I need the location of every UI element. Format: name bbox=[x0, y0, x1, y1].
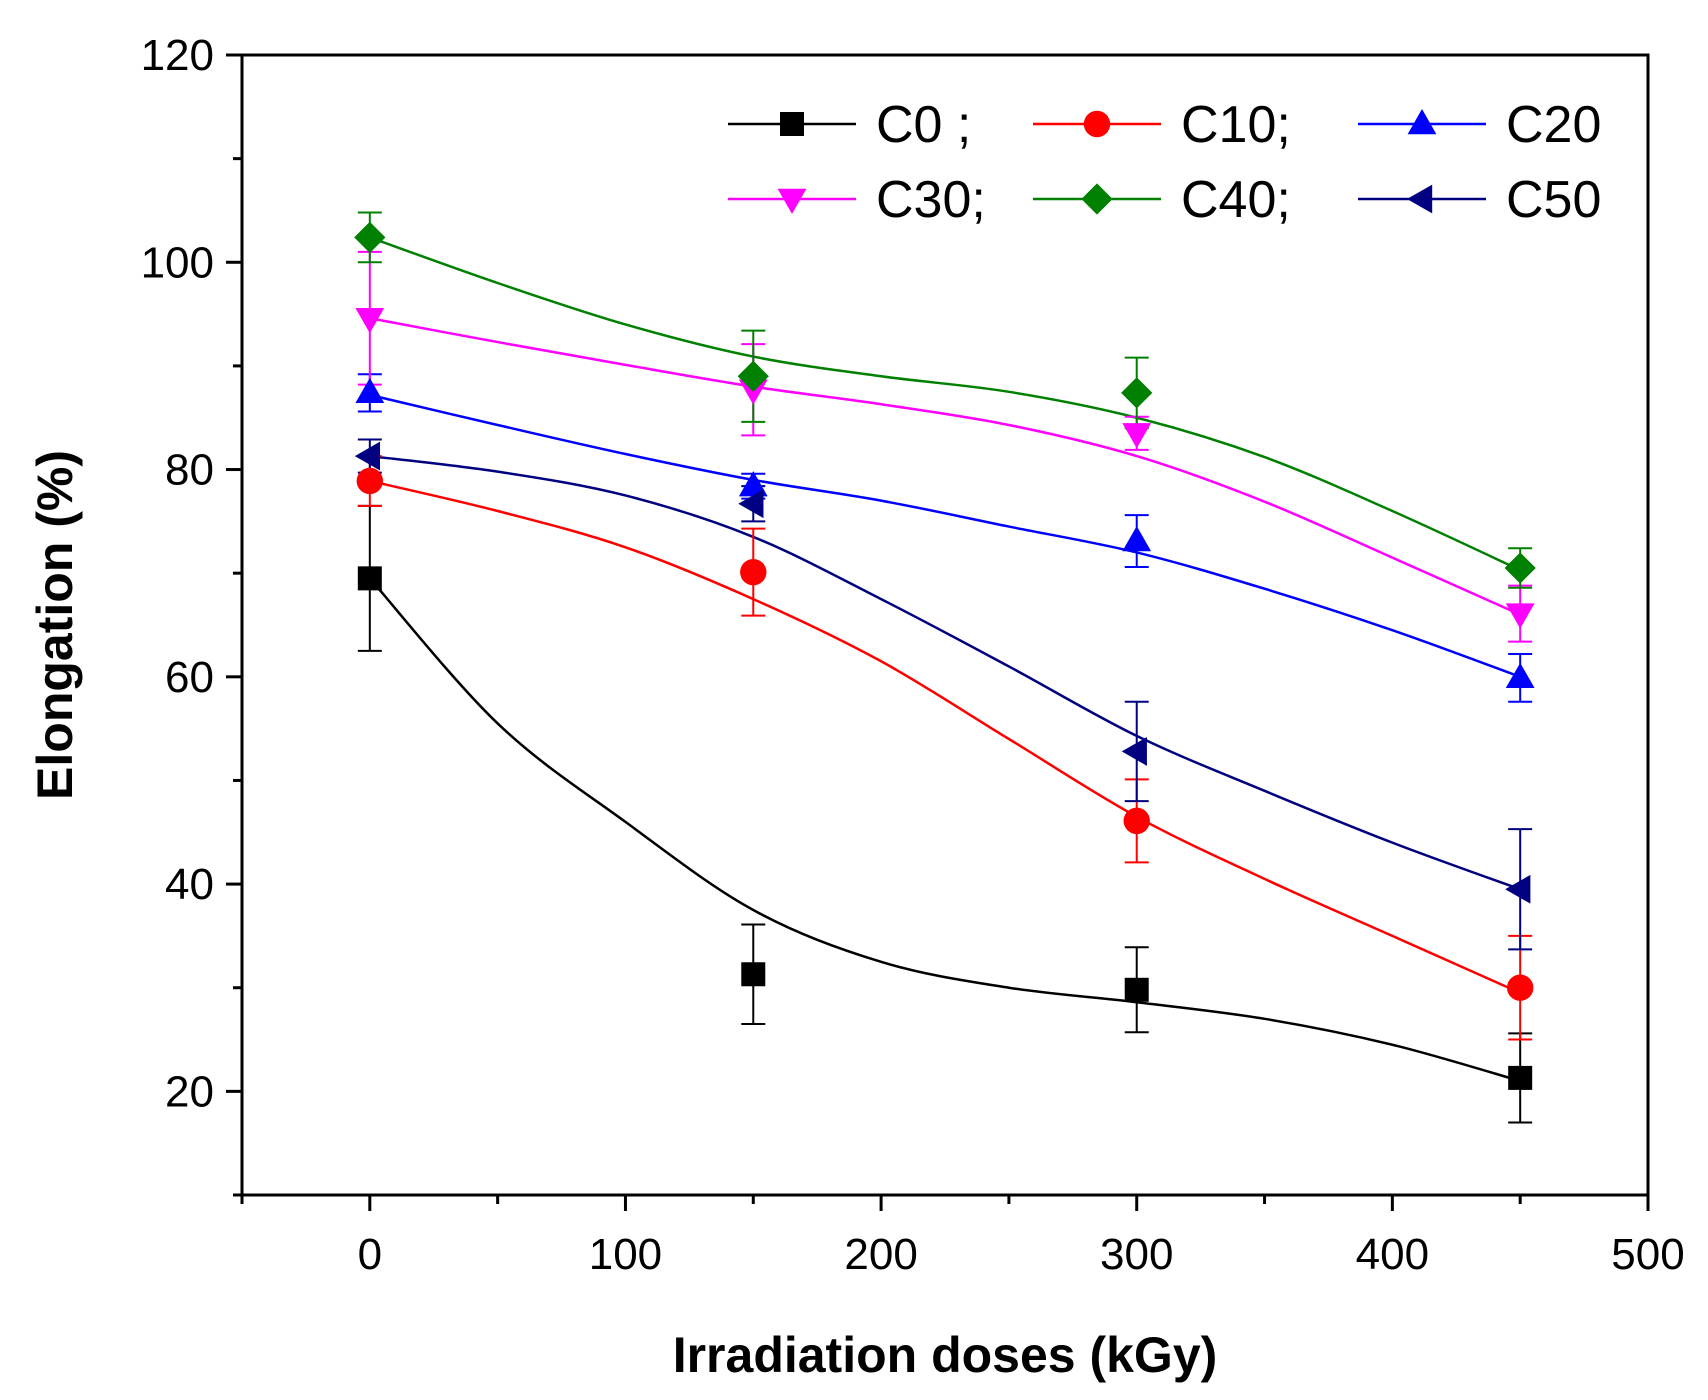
point-c0-450 bbox=[1508, 1065, 1533, 1090]
point-c20-450 bbox=[1505, 662, 1535, 689]
point-c20-0 bbox=[355, 377, 385, 404]
x-tick-label: 200 bbox=[844, 1230, 917, 1279]
y-tick-label: 120 bbox=[141, 31, 214, 80]
y-tick-label: 60 bbox=[165, 653, 214, 702]
point-c20-300 bbox=[1122, 526, 1152, 552]
point-c40-150 bbox=[737, 360, 769, 392]
legend-label-c40: C40; bbox=[1181, 171, 1291, 229]
point-c50-0 bbox=[354, 441, 381, 471]
y-tick-label: 80 bbox=[165, 446, 214, 495]
point-c10-300 bbox=[1123, 807, 1150, 835]
fit-line-c20 bbox=[369, 393, 1521, 678]
point-c10-0 bbox=[356, 467, 384, 495]
fit-line-c40 bbox=[369, 236, 1521, 572]
point-c30-450 bbox=[1505, 603, 1535, 629]
point-c40-300 bbox=[1121, 377, 1153, 409]
legend-label-c50: C50 bbox=[1506, 171, 1601, 229]
legend-marker-c50 bbox=[1407, 184, 1433, 214]
legend-marker-c10 bbox=[1083, 110, 1111, 138]
x-axis-title: Irradiation doses (kGy) bbox=[673, 1327, 1218, 1383]
x-tick-labels: 0 100 200 300 400 500 bbox=[358, 1230, 1685, 1279]
y-tick-label: 20 bbox=[165, 1067, 214, 1116]
point-c0-300 bbox=[1124, 977, 1149, 1002]
legend-label-c10: C10; bbox=[1181, 96, 1291, 154]
y-tick-labels: 20 40 60 80 100 120 bbox=[141, 31, 214, 1116]
point-c0-150 bbox=[741, 962, 766, 987]
legend-marker-c20 bbox=[1407, 109, 1437, 135]
point-c30-300 bbox=[1122, 423, 1152, 449]
fit-line-c30 bbox=[369, 317, 1521, 616]
legend-entry-c50: C50 bbox=[1358, 171, 1601, 229]
x-tick-label: 400 bbox=[1356, 1230, 1429, 1279]
legend-marker-c30 bbox=[777, 188, 807, 214]
point-c0-0 bbox=[357, 566, 382, 591]
legend: C0 ; C10; C20 C30; C40; C50 bbox=[728, 96, 1601, 229]
point-c50-450 bbox=[1505, 874, 1531, 904]
point-c20-150 bbox=[738, 471, 768, 497]
legend-entry-c10: C10; bbox=[1033, 96, 1291, 154]
legend-entry-c20: C20 bbox=[1358, 96, 1601, 154]
y-axis-title: Elongation (%) bbox=[27, 450, 83, 800]
fit-line-c50 bbox=[369, 454, 1521, 891]
point-c10-150 bbox=[740, 558, 767, 586]
legend-entry-c30: C30; bbox=[728, 171, 986, 229]
point-c40-450 bbox=[1504, 552, 1536, 584]
legend-marker-c0 bbox=[780, 112, 804, 136]
legend-label-c20: C20 bbox=[1506, 96, 1601, 154]
legend-label-c0: C0 ; bbox=[876, 96, 971, 154]
legend-entry-c40: C40; bbox=[1033, 171, 1291, 229]
point-c30-0 bbox=[355, 308, 385, 334]
point-c10-450 bbox=[1506, 974, 1534, 1001]
point-c40-0 bbox=[354, 221, 386, 253]
x-tick-label: 500 bbox=[1611, 1230, 1684, 1279]
plot-frame bbox=[240, 53, 1650, 1197]
x-tick-label: 300 bbox=[1100, 1230, 1173, 1279]
x-tick-label: 100 bbox=[589, 1230, 662, 1279]
fit-lines bbox=[368, 236, 1521, 1083]
legend-label-c30: C30; bbox=[876, 171, 986, 229]
fit-line-c10 bbox=[369, 479, 1521, 995]
axis-ticks bbox=[226, 53, 1650, 1211]
y-tick-label: 100 bbox=[141, 238, 214, 287]
fit-line-c0 bbox=[368, 577, 1521, 1083]
data-markers bbox=[354, 221, 1536, 1090]
legend-entry-c0: C0 ; bbox=[728, 96, 971, 154]
point-c30-150 bbox=[738, 379, 768, 405]
point-c50-150 bbox=[738, 489, 764, 519]
legend-marker-c40 bbox=[1081, 183, 1113, 215]
y-tick-label: 40 bbox=[165, 860, 214, 909]
x-tick-label: 0 bbox=[358, 1230, 382, 1279]
point-c50-300 bbox=[1121, 737, 1147, 766]
